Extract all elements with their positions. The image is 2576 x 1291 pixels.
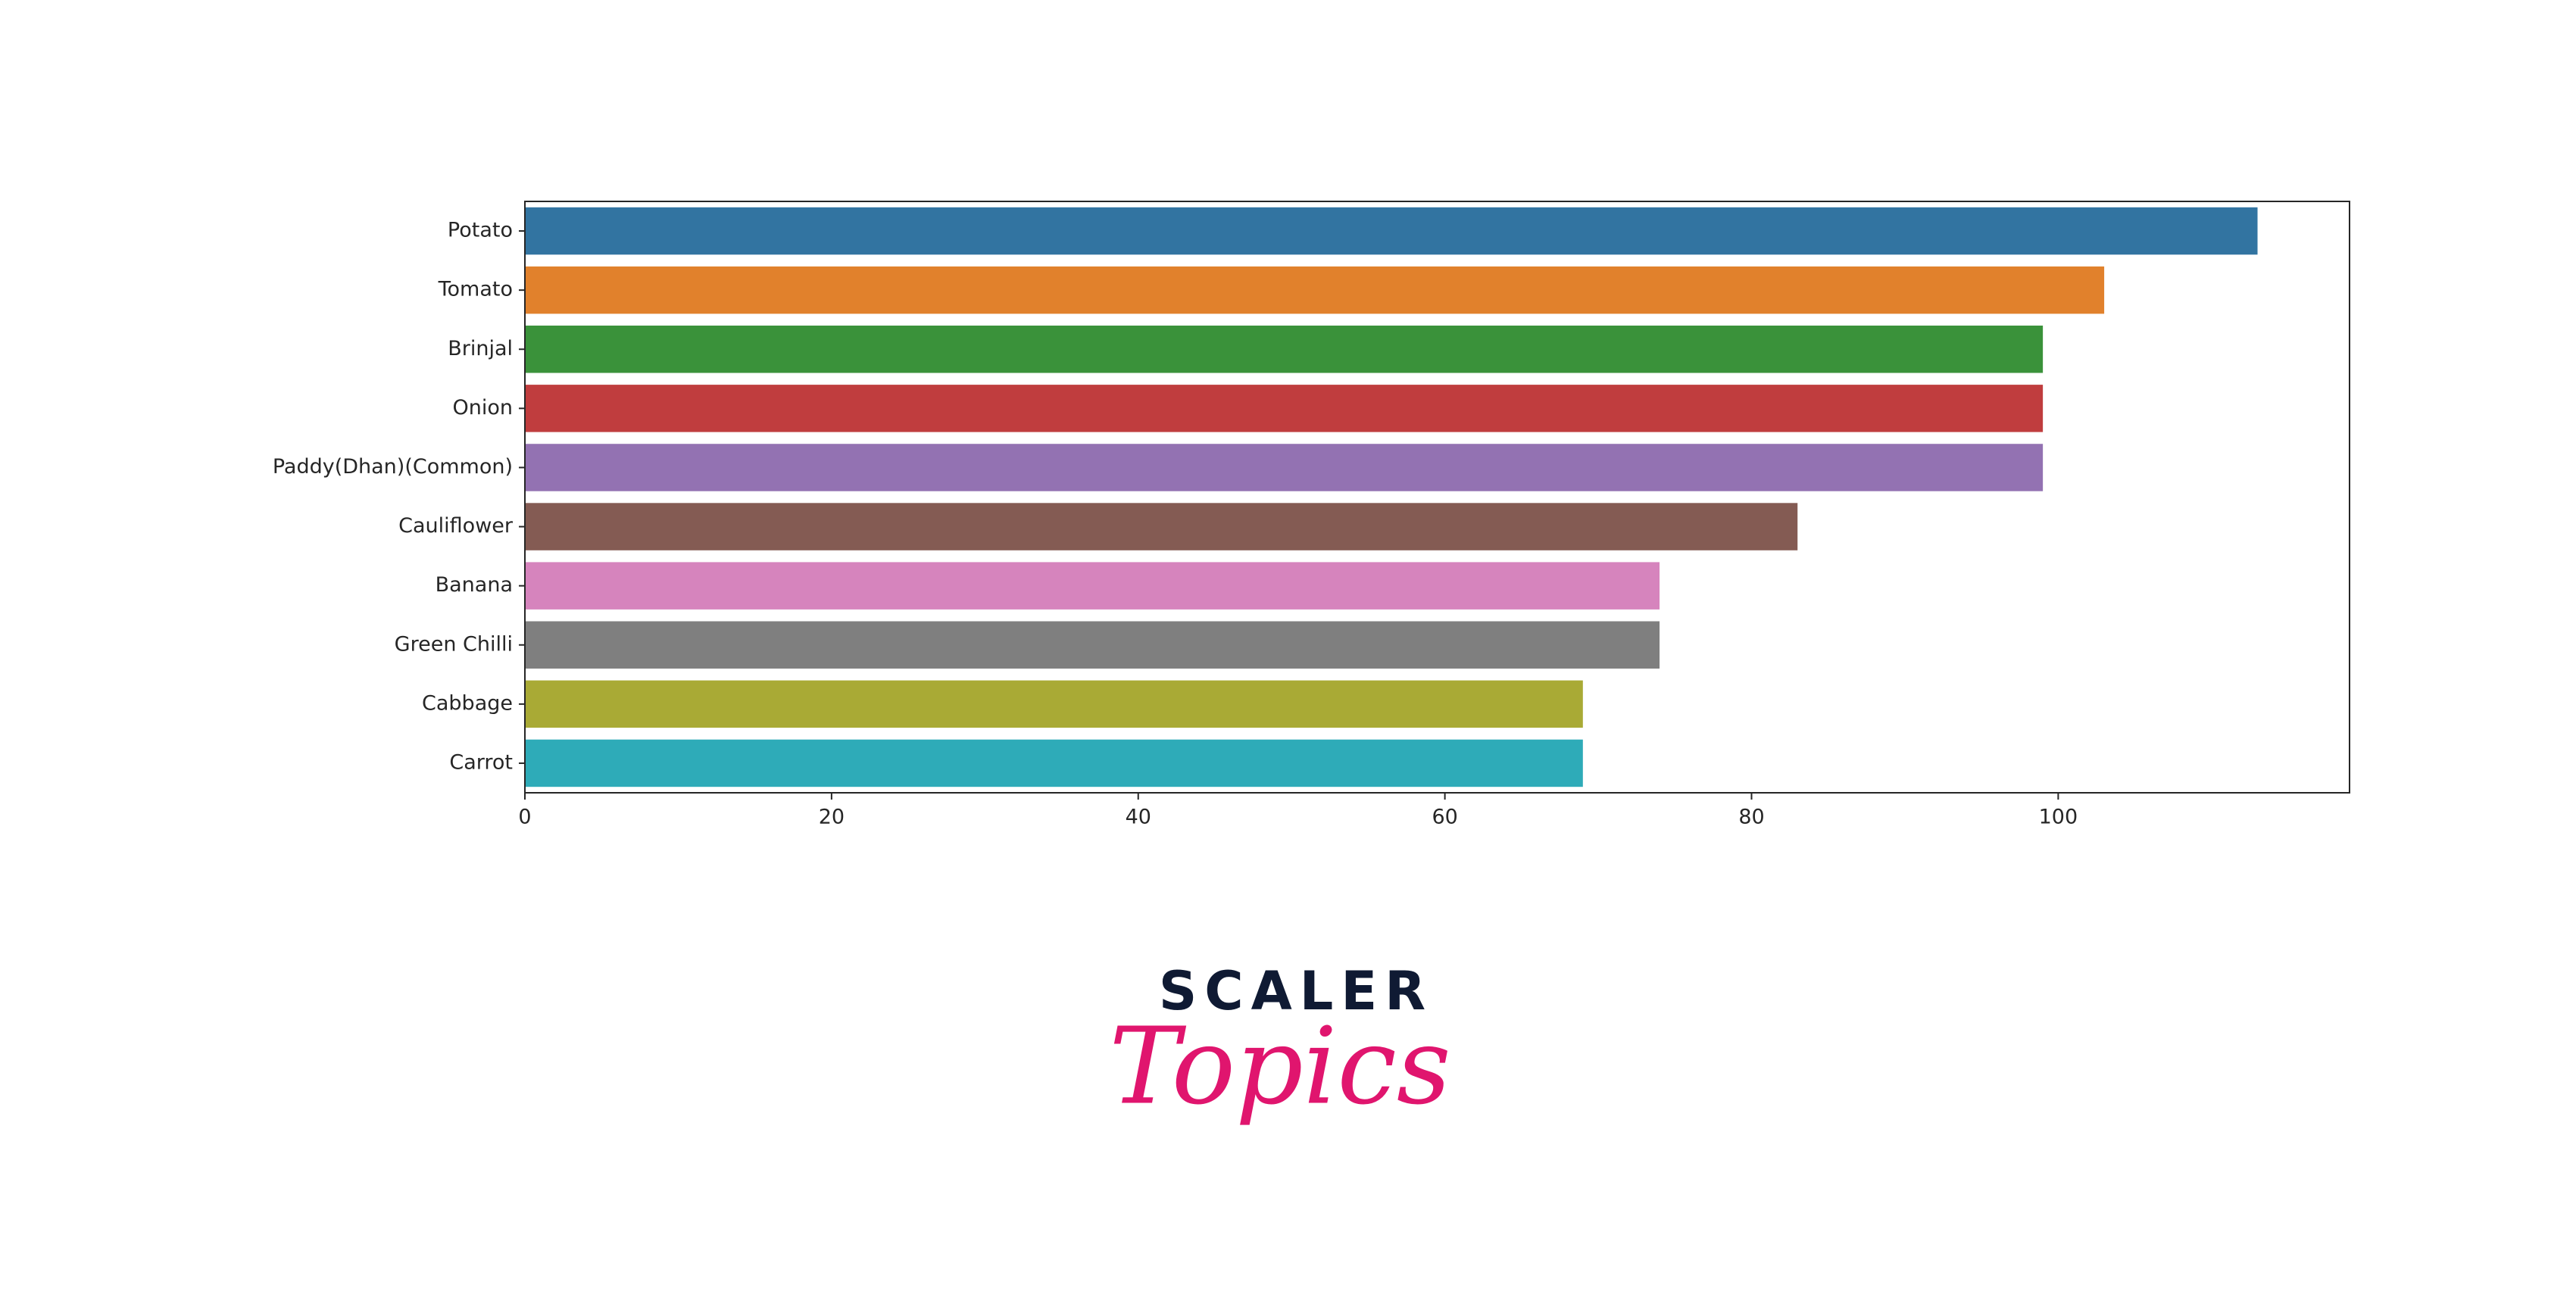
plot-frame (524, 201, 2350, 794)
bar (525, 503, 1798, 550)
bar (525, 562, 1660, 610)
bar (525, 739, 1583, 787)
y-tick-label: Brinjal (448, 337, 513, 360)
logo-brand: SCALER (1159, 960, 1433, 1022)
y-tick-label: Cauliflower (398, 514, 514, 538)
x-tick-label: 100 (2039, 806, 2078, 829)
y-tick-label: Potato (448, 219, 513, 242)
x-tick-label: 20 (819, 806, 845, 829)
bar (525, 266, 2105, 314)
x-tick-label: 80 (1738, 806, 1764, 829)
y-tick-label: Banana (436, 573, 513, 597)
y-tick-label: Onion (453, 396, 514, 419)
bar (525, 680, 1583, 728)
bar (525, 621, 1660, 669)
bar (525, 326, 2044, 373)
y-tick-label: Paddy(Dhan)(Common) (273, 455, 513, 479)
y-tick-label: Carrot (449, 750, 513, 774)
x-tick-label: 40 (1126, 806, 1151, 829)
bar (525, 444, 2044, 491)
bar (525, 385, 2044, 432)
x-tick-label: 0 (518, 806, 531, 829)
bar (525, 207, 2258, 255)
x-tick-label: 60 (1432, 806, 1457, 829)
logo-product: Topics (1109, 1006, 1450, 1129)
y-tick-label: Green Chilli (395, 632, 513, 656)
y-tick-label: Cabbage (422, 691, 513, 715)
y-tick-label: Tomato (438, 278, 513, 301)
